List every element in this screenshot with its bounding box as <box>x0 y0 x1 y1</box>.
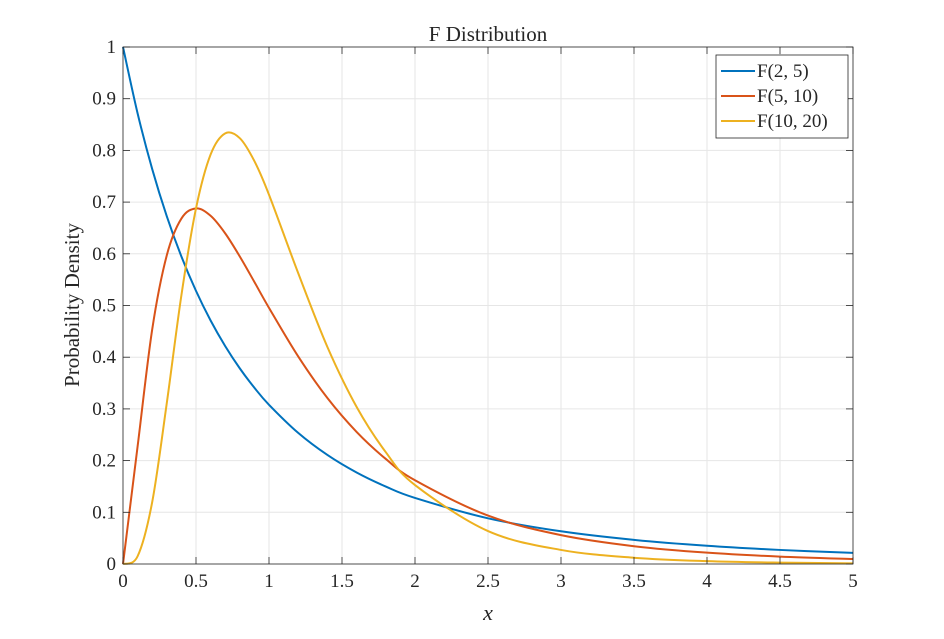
x-tick-label: 1 <box>264 571 274 592</box>
x-tick-label: 5 <box>848 571 858 592</box>
y-tick-label: 1 <box>107 37 117 58</box>
legend-label: F(2, 5) <box>757 61 809 82</box>
x-tick-label: 4.5 <box>768 571 792 592</box>
y-tick-label: 0.8 <box>92 140 116 161</box>
y-tick-label: 0.1 <box>92 502 116 523</box>
series-line-0 <box>122 46 854 554</box>
y-tick-label: 0 <box>107 554 117 575</box>
legend-box <box>715 54 849 139</box>
x-tick-label: 1.5 <box>330 571 354 592</box>
x-tick-label: 0.5 <box>184 571 208 592</box>
x-tick-label: 3.5 <box>622 571 646 592</box>
y-tick-label: 0.2 <box>92 451 116 472</box>
legend-label: F(5, 10) <box>757 86 818 107</box>
legend-label: F(10, 20) <box>757 111 828 132</box>
x-tick-label: 0 <box>118 571 128 592</box>
legend: F(2, 5) F(5, 10) F(10, 20) <box>715 54 849 139</box>
y-tick-label: 0.5 <box>92 296 116 317</box>
series-lines <box>122 46 854 565</box>
series-line-2 <box>122 131 854 565</box>
y-tick-label: 0.7 <box>92 192 116 213</box>
chart-title: F Distribution <box>429 22 548 46</box>
x-tick-label: 2 <box>410 571 420 592</box>
x-tick-label: 4 <box>702 571 712 592</box>
series-line-1 <box>122 207 854 565</box>
x-tick-label: 2.5 <box>476 571 500 592</box>
y-tick-label: 0.9 <box>92 89 116 110</box>
y-axis-label: Probability Density <box>60 223 84 387</box>
x-tick-label: 3 <box>556 571 566 592</box>
y-tick-label: 0.3 <box>92 399 116 420</box>
ticks: 0 0.5 1 1.5 2 2.5 3 3.5 4 4.5 5 0 0.1 0.2 0.3 0.4 0.5 0.6… <box>92 37 858 592</box>
y-tick-label: 0.6 <box>92 244 116 265</box>
y-tick-label: 0.4 <box>92 347 116 368</box>
x-axis-label: x <box>482 600 493 625</box>
